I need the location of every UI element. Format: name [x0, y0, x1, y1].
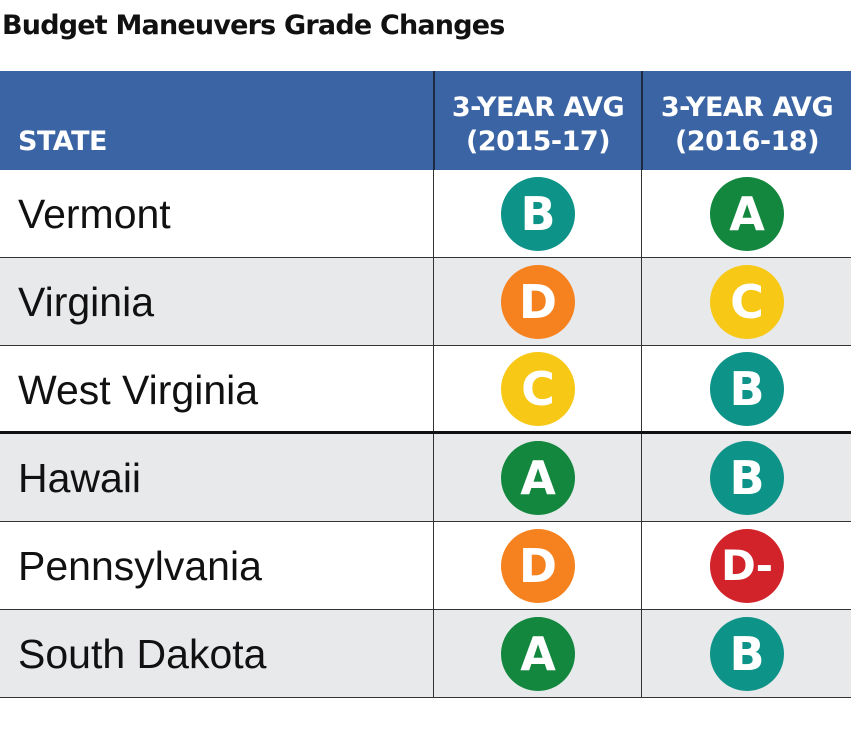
header-col2-line1: 3-YEAR AVG — [660, 92, 834, 123]
grade-badge: A — [500, 440, 575, 515]
grade-badge: D — [500, 264, 575, 339]
table-row: Pennsylvania D D- — [0, 522, 851, 610]
grade-table: STATE 3-YEAR AVG (2015-17) 3-YEAR AVG (2… — [0, 71, 851, 698]
grade-cell-grade-2015-17: C — [433, 346, 641, 431]
grade-cell-grade-2015-17: D — [433, 522, 641, 609]
grade-cell-grade-2016-18: A — [641, 170, 851, 257]
header-col-2015-17: 3-YEAR AVG (2015-17) — [433, 71, 641, 170]
state-name: Hawaii — [18, 455, 142, 501]
table-row: West Virginia C B — [0, 346, 851, 434]
grade-badge: D — [500, 528, 575, 603]
grade-cell-grade-2015-17: A — [433, 610, 641, 697]
state-name: West Virginia — [18, 367, 259, 413]
grade-badge: B — [709, 351, 784, 426]
table-row: South Dakota A B — [0, 610, 851, 698]
grade-badge: B — [709, 616, 784, 691]
grade-badge: C — [500, 351, 575, 426]
state-name: Pennsylvania — [18, 543, 262, 589]
grade-cell-grade-2015-17: A — [433, 434, 641, 521]
state-name: Vermont — [18, 191, 171, 237]
grade-badge: D- — [709, 528, 784, 603]
header-col-2016-18: 3-YEAR AVG (2016-18) — [641, 71, 851, 170]
header-state: STATE — [18, 126, 107, 157]
table-row: Vermont B A — [0, 170, 851, 258]
grade-cell-grade-2016-18: C — [641, 258, 851, 345]
grade-cell-grade-2015-17: D — [433, 258, 641, 345]
grade-cell-grade-2016-18: B — [641, 434, 851, 521]
grade-badge: A — [500, 616, 575, 691]
header-col1-line1: 3-YEAR AVG — [451, 92, 625, 123]
grade-badge: A — [709, 176, 784, 251]
grade-badge: B — [500, 176, 575, 251]
table-header: STATE 3-YEAR AVG (2015-17) 3-YEAR AVG (2… — [0, 71, 851, 170]
chart-title: Budget Maneuvers Grade Changes — [2, 10, 505, 41]
grade-cell-grade-2015-17: B — [433, 170, 641, 257]
header-col1-line2: (2015-17) — [465, 126, 611, 157]
grade-badge: B — [709, 440, 784, 515]
table-row: Hawaii A B — [0, 434, 851, 522]
table-row: Virginia D C — [0, 258, 851, 346]
grade-cell-grade-2016-18: B — [641, 610, 851, 697]
grade-cell-grade-2016-18: B — [641, 346, 851, 431]
state-name: South Dakota — [18, 631, 267, 677]
grade-badge: C — [709, 264, 784, 339]
state-name: Virginia — [18, 279, 154, 325]
table-body: Vermont B A Virginia D C West Virginia C B Hawaii… — [0, 170, 851, 698]
header-col2-line2: (2016-18) — [674, 126, 820, 157]
grade-cell-grade-2016-18: D- — [641, 522, 851, 609]
